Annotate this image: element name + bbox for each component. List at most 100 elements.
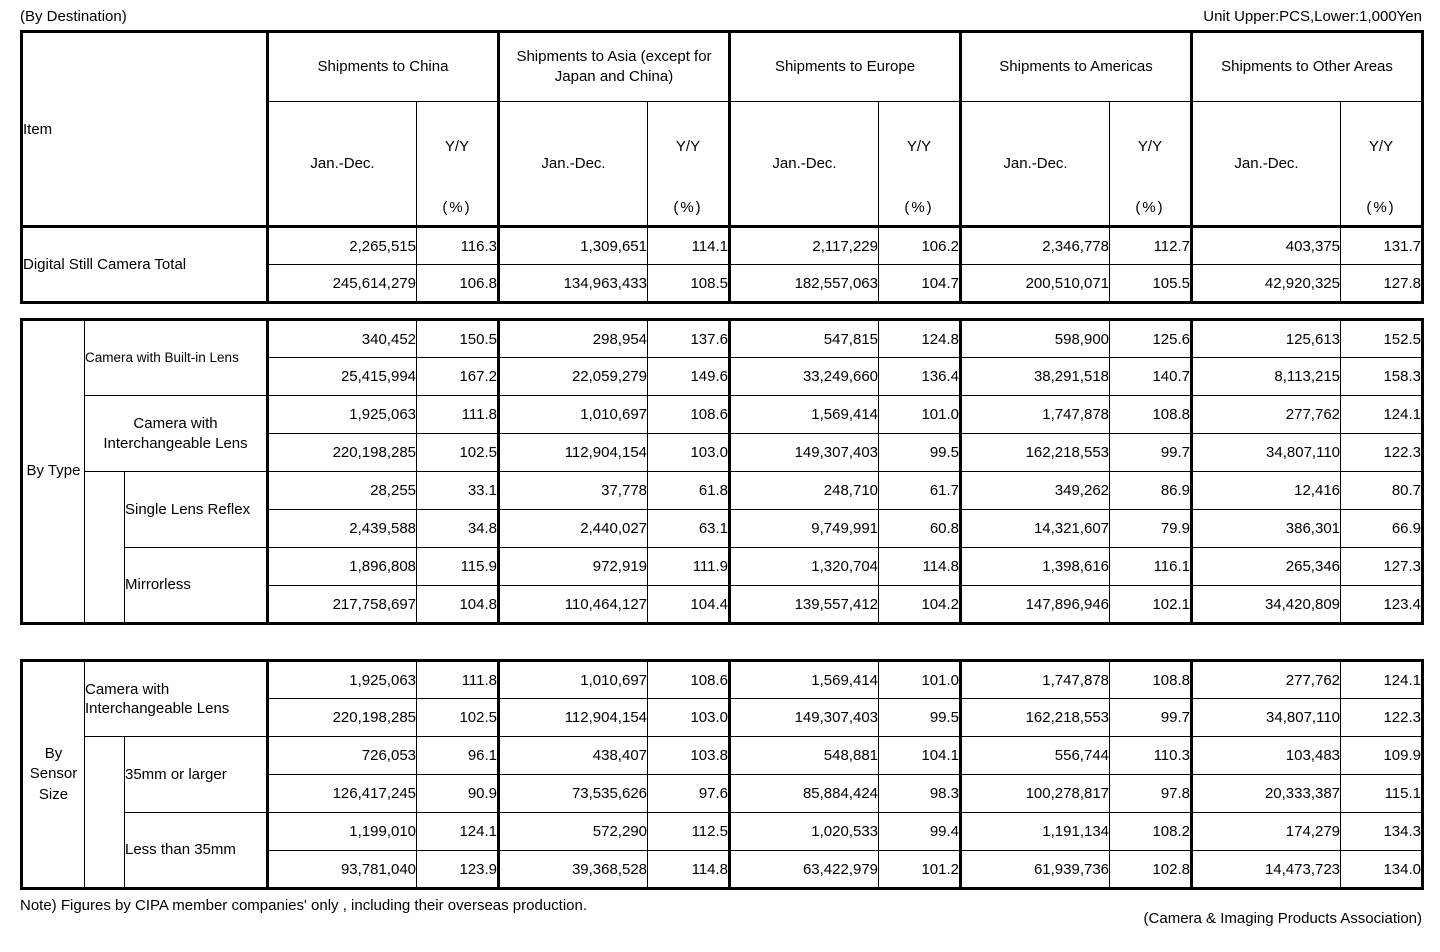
yy-label: Y/Y xyxy=(906,138,932,155)
row-label-35mm-or-larger: 35mm or larger xyxy=(123,736,269,813)
mirrorless-pcs-row: Mirrorless 1,896,808 115.9 972,919 111.9 1… xyxy=(22,547,1424,624)
yy-cell: 99.5 xyxy=(878,698,962,737)
yy-cell: 106.2 xyxy=(878,225,961,265)
less-than-35mm-yen-row: 93,781,040 123.9 39,368,528 114.8 63,422,9… xyxy=(22,850,1424,889)
yy-cell: 110.3 xyxy=(1109,736,1193,775)
value-cell: 265,346 xyxy=(1190,547,1342,586)
yy-cell: 137.6 xyxy=(647,319,731,358)
row-label-slr: Single Lens Reflex xyxy=(123,471,269,548)
yy-label: Y/Y xyxy=(675,138,701,155)
total-label: Digital Still Camera Total xyxy=(21,225,268,303)
value-cell: 182,557,063 xyxy=(728,264,879,303)
yy-cell: 123.9 xyxy=(416,850,500,889)
yy-cell: 136.4 xyxy=(878,357,962,396)
yy-cell: 115.1 xyxy=(1340,774,1424,813)
yy-cell: 104.7 xyxy=(878,264,961,303)
value-cell: 298,954 xyxy=(497,319,649,358)
value-cell: 245,614,279 xyxy=(266,264,417,303)
yy-cell: 103.0 xyxy=(647,698,731,737)
period-header: Jan.-Dec. xyxy=(266,101,417,227)
value-cell: 2,117,229 xyxy=(728,225,879,265)
value-cell: 972,919 xyxy=(497,547,649,586)
total-yen-row: 245,614,279 106.8 134,963,433 108.5 182,55… xyxy=(22,264,1424,303)
group-title-americas: Shipments to Americas xyxy=(959,31,1192,102)
value-cell: 1,199,010 xyxy=(266,812,418,851)
yy-cell: 131.7 xyxy=(1339,225,1424,265)
value-cell: 1,010,697 xyxy=(497,660,649,699)
yy-cell: 125.6 xyxy=(1109,319,1193,358)
yy-cell: 34.8 xyxy=(416,509,500,548)
caption-units: Unit Upper:PCS,Lower:1,000Yen xyxy=(1203,8,1422,25)
yy-cell: 99.5 xyxy=(878,433,962,472)
group-header-row: Item Shipments to China Shipments to Asi… xyxy=(21,31,1424,227)
yy-label: Y/Y xyxy=(444,138,470,155)
group-title-europe: Shipments to Europe xyxy=(728,31,961,102)
row-label-less-than-35mm: Less than 35mm xyxy=(123,812,269,889)
yy-cell: 108.5 xyxy=(647,264,730,303)
caption-by-destination: (By Destination) xyxy=(20,8,127,25)
value-cell: 134,963,433 xyxy=(497,264,648,303)
value-cell: 1,747,878 xyxy=(959,395,1111,434)
yy-label: Y/Y xyxy=(1368,138,1394,155)
value-cell: 125,613 xyxy=(1190,319,1342,358)
yy-cell: 98.3 xyxy=(878,774,962,813)
value-cell: 22,059,279 xyxy=(497,357,649,396)
header-total-table: Item Shipments to China Shipments to Asi… xyxy=(20,30,1425,304)
yy-cell: 104.8 xyxy=(416,585,500,624)
value-cell: 73,535,626 xyxy=(497,774,649,813)
yy-cell: 102.5 xyxy=(416,433,500,472)
yy-cell: 124.8 xyxy=(878,319,962,358)
yy-cell: 90.9 xyxy=(416,774,500,813)
yy-cell: 127.8 xyxy=(1339,264,1424,303)
yy-cell: 111.8 xyxy=(416,660,500,699)
value-cell: 217,758,697 xyxy=(266,585,418,624)
yy-cell: 111.8 xyxy=(416,395,500,434)
value-cell: 2,346,778 xyxy=(959,225,1110,265)
yy-cell: 108.8 xyxy=(1109,660,1193,699)
value-cell: 25,415,994 xyxy=(266,357,418,396)
row-label-interchangeable: Camera with Interchangeable Lens xyxy=(83,395,269,472)
value-cell: 1,320,704 xyxy=(728,547,880,586)
yy-cell: 102.8 xyxy=(1109,850,1193,889)
value-cell: 2,265,515 xyxy=(266,225,417,265)
value-cell: 386,301 xyxy=(1190,509,1342,548)
yy-cell: 112.7 xyxy=(1109,225,1192,265)
yy-cell: 114.1 xyxy=(647,225,730,265)
value-cell: 20,333,387 xyxy=(1190,774,1342,813)
yy-cell: 104.2 xyxy=(878,585,962,624)
yy-cell: 99.4 xyxy=(878,812,962,851)
value-cell: 598,900 xyxy=(959,319,1111,358)
note-text: Note) Figures by CIPA member companies' … xyxy=(20,897,588,914)
yy-cell: 103.0 xyxy=(647,433,731,472)
value-cell: 85,884,424 xyxy=(728,774,880,813)
value-cell: 1,020,533 xyxy=(728,812,880,851)
value-cell: 174,279 xyxy=(1190,812,1342,851)
yy-cell: 152.5 xyxy=(1340,319,1424,358)
value-cell: 8,113,215 xyxy=(1190,357,1342,396)
total-pcs-row: Digital Still Camera Total 2,265,515 116.… xyxy=(21,225,1424,303)
value-cell: 12,416 xyxy=(1190,471,1342,510)
value-cell: 1,896,808 xyxy=(266,547,418,586)
yy-cell: 104.4 xyxy=(647,585,731,624)
yy-cell: 112.5 xyxy=(647,812,731,851)
built-in-yen-row: 25,415,994 167.2 22,059,279 149.6 33,249,6… xyxy=(22,357,1424,396)
yy-cell: 101.0 xyxy=(878,660,962,699)
period-header: Jan.-Dec. xyxy=(497,101,648,227)
value-cell: 277,762 xyxy=(1190,395,1342,434)
by-type-table: By Type Camera with Built-in Lens 340,45… xyxy=(20,318,1425,625)
value-cell: 9,749,991 xyxy=(728,509,880,548)
yy-header-cell: Y/Y (%) xyxy=(1109,101,1192,227)
value-cell: 556,744 xyxy=(959,736,1111,775)
value-cell: 61,939,736 xyxy=(959,850,1111,889)
yy-cell: 124.1 xyxy=(1340,660,1424,699)
section-label-by-type: By Type xyxy=(21,319,85,624)
pct-label: (%) xyxy=(904,199,934,216)
value-cell: 1,398,616 xyxy=(959,547,1111,586)
value-cell: 2,439,588 xyxy=(266,509,418,548)
group-title-other: Shipments to Other Areas xyxy=(1189,31,1424,102)
by-sensor-size-table: By Sensor Size Camera with Interchangeab… xyxy=(20,659,1425,890)
yy-cell: 127.3 xyxy=(1340,547,1424,586)
value-cell: 349,262 xyxy=(959,471,1111,510)
yy-cell: 140.7 xyxy=(1109,357,1193,396)
interchangeable-pcs-row: Camera with Interchangeable Lens 1,925,0… xyxy=(22,395,1424,472)
